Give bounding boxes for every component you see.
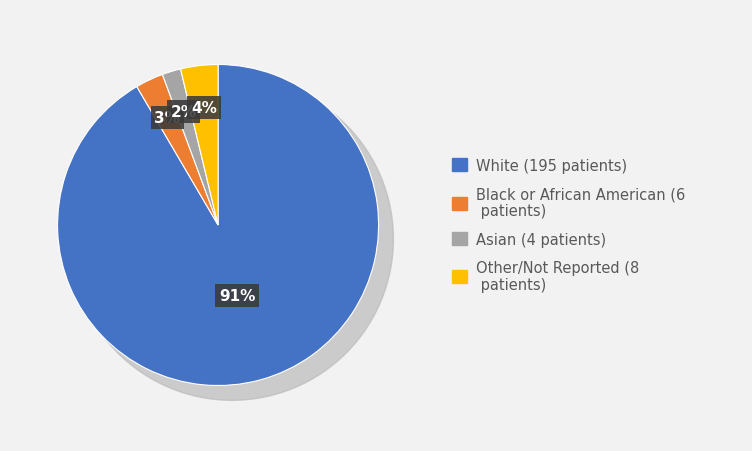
Text: 4%: 4% <box>191 101 217 115</box>
Wedge shape <box>58 65 378 386</box>
Legend: White (195 patients), Black or African American (6
 patients), Asian (4 patients: White (195 patients), Black or African A… <box>452 159 685 292</box>
Wedge shape <box>137 75 218 226</box>
Wedge shape <box>162 70 218 226</box>
Ellipse shape <box>71 78 393 400</box>
Wedge shape <box>180 65 218 226</box>
Text: 2%: 2% <box>171 105 196 120</box>
Text: 91%: 91% <box>219 289 256 304</box>
Text: 3%: 3% <box>154 111 180 126</box>
